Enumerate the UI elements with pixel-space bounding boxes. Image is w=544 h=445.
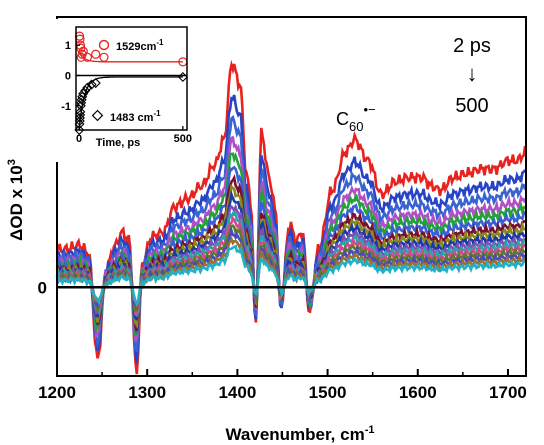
inset-x-label: Time, ps xyxy=(96,137,140,149)
inset-y-tick-label: -1 xyxy=(61,101,71,113)
spectrum-series-3 xyxy=(56,114,527,353)
inset-point xyxy=(177,71,188,83)
main-ticks-group: 12001300140015001600170005 xyxy=(38,67,527,402)
y-tick-label: 0 xyxy=(38,278,47,297)
inset-point xyxy=(86,79,97,90)
inset-point xyxy=(75,100,86,111)
x-tick-label: 1600 xyxy=(399,383,437,402)
inset-point xyxy=(78,46,88,56)
inset-background xyxy=(34,19,195,162)
inset-x-tick-label: 500 xyxy=(174,133,192,145)
spectrum-series-8 xyxy=(55,183,526,330)
inset-legend-black-marker xyxy=(91,109,104,122)
inset-point xyxy=(78,88,89,99)
inset-legend-red-label: 1529cm-1 xyxy=(116,38,164,53)
inset-series-group xyxy=(74,31,188,136)
x-tick-label: 1500 xyxy=(309,383,347,402)
inset-point xyxy=(76,43,86,53)
inset-point xyxy=(74,118,85,129)
y-axis-label: ΔOD x 103 xyxy=(6,159,26,241)
inset-point xyxy=(76,97,87,108)
x-tick-label: 1700 xyxy=(489,383,527,402)
x-tick-label: 1300 xyxy=(128,383,166,402)
inset-x-tick-label: 0 xyxy=(76,133,82,145)
inset-fit-1 xyxy=(78,52,183,63)
spectrum-series-13 xyxy=(55,224,526,315)
inset-point xyxy=(74,112,85,123)
x-axis-label: Wavenumber, cm-1 xyxy=(226,424,375,444)
x-tick-label: 1200 xyxy=(38,383,76,402)
time-arrow: ↓ xyxy=(467,61,478,86)
inset-point xyxy=(75,106,86,117)
inset-frame xyxy=(75,26,188,131)
inset-point xyxy=(75,109,86,120)
inset-point xyxy=(82,52,93,62)
time-end-label: 500 xyxy=(455,95,488,117)
inset-legend-black-label: 1483 cm-1 xyxy=(110,109,161,124)
inset-ticks-group: 0 500 -1 0 1 xyxy=(61,40,192,145)
main-series-group xyxy=(55,59,527,375)
time-start-label: 2 ps xyxy=(453,35,491,57)
inset-point xyxy=(99,52,109,62)
inset-point xyxy=(74,124,85,136)
main-plot-frame xyxy=(56,16,527,377)
species-label: C60•− xyxy=(336,102,376,134)
inset-y-tick-label: 0 xyxy=(65,70,71,82)
inset-legend-red-marker xyxy=(98,39,110,51)
inset-point xyxy=(90,78,101,89)
kinetics-inset: 0 500 -1 0 1 Time, ps 1529cm-1 1483 cm-1 xyxy=(34,19,195,162)
inset-y-tick-label: 1 xyxy=(65,40,71,52)
spectrum-series-16 xyxy=(55,244,526,307)
inset-point xyxy=(80,85,91,96)
inset-point xyxy=(91,49,101,59)
x-tick-label: 1400 xyxy=(218,383,256,402)
inset-point xyxy=(74,115,85,126)
inset-point xyxy=(82,82,93,93)
